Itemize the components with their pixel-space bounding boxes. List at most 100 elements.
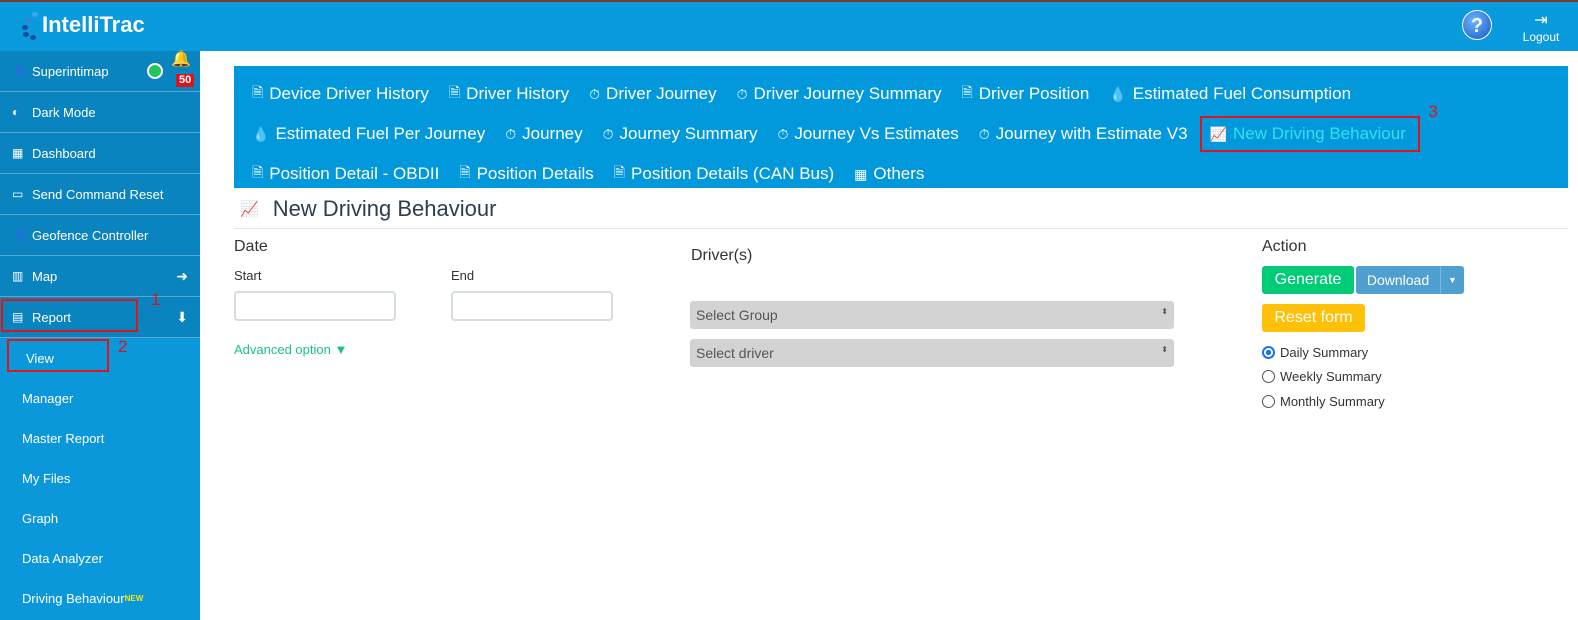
sidebar-item-geofence-controller[interactable]: 👤 Geofence Controller xyxy=(0,215,200,256)
advanced-option-link[interactable]: Advanced option ▼ xyxy=(234,342,348,357)
bell-icon[interactable]: 🔔 xyxy=(171,51,191,68)
doc-icon: 🗎 xyxy=(448,84,461,100)
report-link-journey[interactable]: ⏱ Journey xyxy=(505,124,582,144)
sidebar-item-label: Map xyxy=(32,268,58,284)
radio-weekly-summary[interactable]: Weekly Summary xyxy=(1262,369,1382,384)
download-button[interactable]: Download xyxy=(1356,266,1440,294)
doc-icon: 🗎 xyxy=(961,84,973,100)
sidebar-sub-label: Master Report xyxy=(22,430,105,446)
map-icon: ▥ xyxy=(12,269,24,283)
sidebar-sub-view[interactable]: View xyxy=(0,338,200,378)
report-link-journey-summary[interactable]: ⏱ Journey Summary xyxy=(603,124,758,144)
timer-icon: ⏱ xyxy=(589,85,601,102)
radio-button[interactable] xyxy=(1262,346,1275,359)
logo[interactable]: IntelliTrac xyxy=(18,10,145,40)
contrast-icon: ◐ xyxy=(12,105,20,119)
driver-select[interactable]: Select driver ⬍ xyxy=(690,339,1174,367)
timer-icon: ⏱ xyxy=(736,85,748,102)
sidebar-sub-label: View xyxy=(26,350,54,366)
help-icon[interactable]: ? xyxy=(1462,10,1492,40)
doc-icon: 🗎 xyxy=(613,164,626,180)
report-link-journey-vs-estimates[interactable]: ⏱ Journey Vs Estimates xyxy=(777,124,958,144)
report-link-device-driver-history[interactable]: 🗎 Device Driver History xyxy=(252,82,429,106)
sidebar-item-send-command-reset[interactable]: ▭ Send Command Reset xyxy=(0,174,200,215)
report-link-position-detail-obdii[interactable]: 🗎 Position Detail - OBDII xyxy=(252,162,439,186)
report-link-driver-journey[interactable]: ⏱ Driver Journey xyxy=(589,84,716,104)
doc-icon: 🗎 xyxy=(252,164,264,180)
report-link-new-driving-behaviour[interactable]: 📈 New Driving Behaviour 3 xyxy=(1199,102,1438,152)
page-title: 📈 New Driving Behaviour xyxy=(240,196,496,222)
group-select-value: Select Group xyxy=(696,307,778,323)
logout-label: Logout xyxy=(1522,30,1560,44)
reset-form-button[interactable]: Reset form xyxy=(1262,304,1365,332)
annotation-box-1 xyxy=(1,299,138,332)
report-link-label: Journey Summary xyxy=(619,124,758,143)
sidebar-sub-graph[interactable]: Graph xyxy=(0,498,200,538)
sidebar-item-dashboard[interactable]: ▦ Dashboard xyxy=(0,133,200,174)
end-date-input[interactable] xyxy=(451,291,613,321)
report-link-driver-position[interactable]: 🗎 Driver Position xyxy=(962,82,1090,106)
timer-icon: ⏱ xyxy=(777,125,789,142)
doc-icon: 🗎 xyxy=(459,164,471,180)
radio-button[interactable] xyxy=(1262,370,1275,383)
top-header: IntelliTrac ? ⇥ Logout xyxy=(0,0,1578,51)
report-link-others[interactable]: ▦ Others xyxy=(854,164,924,184)
radio-daily-summary[interactable]: Daily Summary xyxy=(1262,345,1368,360)
report-link-label: New Driving Behaviour xyxy=(1232,124,1406,143)
timer-icon: ⏱ xyxy=(505,125,517,142)
sidebar-item-dark-mode[interactable]: ◐ Dark Mode xyxy=(0,92,200,133)
sidebar-sub-my-files[interactable]: My Files xyxy=(0,458,200,498)
radio-label: Monthly Summary xyxy=(1280,394,1385,409)
radio-button[interactable] xyxy=(1262,395,1275,408)
drop-icon: 💧 xyxy=(252,125,270,142)
driver-select-value: Select driver xyxy=(696,345,774,361)
chart-icon: 📈 xyxy=(1209,125,1227,142)
user-name: Superintimap xyxy=(32,63,109,79)
sidebar-sub-driving-behaviour[interactable]: Driving Behaviour NEW xyxy=(0,578,200,618)
logout-icon: ⇥ xyxy=(1534,12,1548,29)
annotation-number-1: 1 xyxy=(151,290,161,309)
end-label: End xyxy=(451,268,475,283)
sidebar-sub-manager[interactable]: Manager xyxy=(0,378,200,418)
radio-monthly-summary[interactable]: Monthly Summary xyxy=(1262,394,1385,409)
report-link-label: Journey xyxy=(522,124,583,143)
sidebar-user[interactable]: 👤 Superintimap 🔔 50 xyxy=(0,51,200,92)
report-link-driver-history[interactable]: 🗎 Driver History xyxy=(449,82,569,106)
report-link-label: Driver Journey Summary xyxy=(753,84,942,103)
generate-button[interactable]: Generate xyxy=(1262,266,1354,294)
report-link-journey-with-estimate-v3[interactable]: ⏱ Journey with Estimate V3 xyxy=(979,124,1188,144)
report-link-label: Journey Vs Estimates xyxy=(794,124,959,143)
grid-icon: ▦ xyxy=(854,165,868,182)
sidebar-sub-master-report[interactable]: Master Report xyxy=(0,418,200,458)
logout-button[interactable]: ⇥ Logout xyxy=(1516,10,1566,44)
report-nav-row: 💧 Estimated Fuel Per Journey ⏱ Journey ⏱ Jour… xyxy=(252,102,1568,154)
report-link-position-details-can-bus[interactable]: 🗎 Position Details (CAN Bus) xyxy=(614,162,834,186)
report-link-label: Position Detail - OBDII xyxy=(269,164,440,183)
doc-icon: 🗎 xyxy=(252,84,264,100)
arrow-right-circle-icon: ➜ xyxy=(176,267,188,284)
report-link-estimated-fuel-consumption[interactable]: 💧 Estimated Fuel Consumption xyxy=(1109,84,1351,104)
sidebar-item-map[interactable]: ▥ Map ➜ xyxy=(0,256,200,297)
drivers-label: Driver(s) xyxy=(691,247,753,264)
sidebar-item-label: Geofence Controller xyxy=(32,227,149,243)
files-icon: ▤ xyxy=(12,310,24,324)
online-status-icon xyxy=(147,63,163,79)
report-link-label: Position Details xyxy=(476,164,594,183)
sidebar-item-label: Send Command Reset xyxy=(32,186,164,202)
report-link-estimated-fuel-per-journey[interactable]: 💧 Estimated Fuel Per Journey xyxy=(252,124,485,144)
sidebar-sub-data-analyzer[interactable]: Data Analyzer xyxy=(0,538,200,578)
drop-icon: 💧 xyxy=(1109,85,1127,102)
sidebar: 👤 Superintimap 🔔 50 ◐ Dark Mode ▦ Dashboard … xyxy=(0,51,200,620)
report-link-label: Driver Journey xyxy=(606,84,717,103)
divider xyxy=(234,228,1568,229)
sidebar-item-label: Report xyxy=(32,309,72,325)
user-pin-icon: 👤 xyxy=(12,228,27,242)
report-link-position-details[interactable]: 🗎 Position Details xyxy=(459,162,593,186)
sidebar-sub-label: Graph xyxy=(22,510,59,526)
report-link-label: Driver History xyxy=(466,84,570,103)
download-dropdown-caret-icon[interactable]: ▼ xyxy=(1440,266,1464,294)
report-nav-row: 🗎 Position Detail - OBDII 🗎 Position Detail… xyxy=(252,154,1568,194)
group-select[interactable]: Select Group ⬍ xyxy=(690,301,1174,329)
start-date-input[interactable] xyxy=(234,291,396,321)
report-link-driver-journey-summary[interactable]: ⏱ Driver Journey Summary xyxy=(737,84,942,104)
